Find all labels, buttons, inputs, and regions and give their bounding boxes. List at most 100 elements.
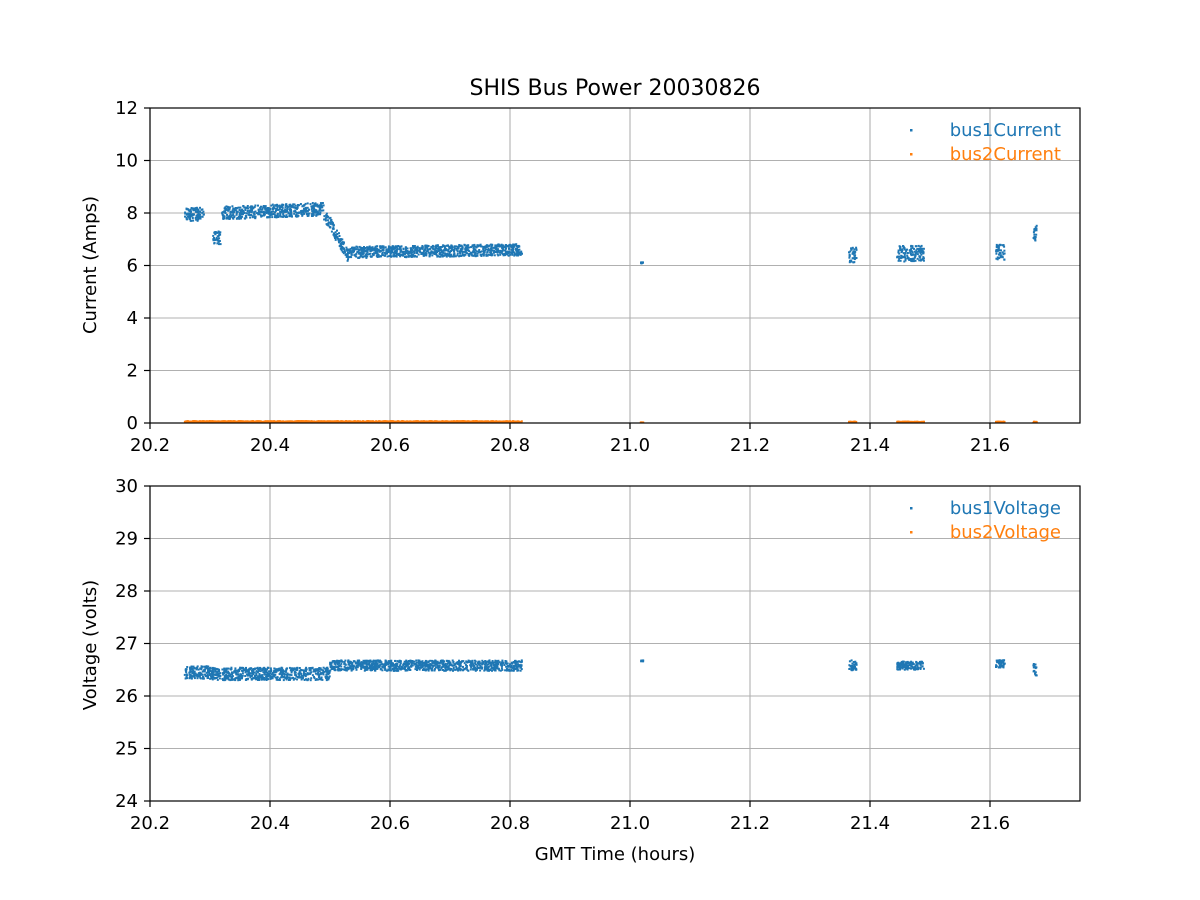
data-point: [458, 244, 461, 246]
data-point: [310, 205, 313, 208]
data-point: [474, 420, 477, 423]
data-point: [496, 251, 499, 254]
data-point: [315, 211, 318, 214]
data-point: [293, 203, 296, 206]
data-point: [513, 251, 516, 254]
data-point: [298, 670, 301, 673]
data-point: [232, 211, 235, 213]
data-point: [365, 253, 367, 256]
data-point: [235, 673, 238, 676]
data-point: [202, 210, 205, 213]
data-point: [897, 259, 900, 262]
data-point: [238, 216, 241, 219]
data-point: [442, 662, 445, 665]
data-point: [257, 669, 260, 672]
data-point: [305, 212, 308, 215]
data-point: [904, 420, 907, 423]
data-point: [340, 241, 343, 244]
data-point: [245, 666, 247, 669]
data-point: [191, 671, 194, 674]
data-point: [265, 670, 267, 673]
current-plot-area: [183, 202, 1038, 423]
data-point: [428, 252, 431, 255]
data-point: [240, 667, 243, 670]
data-point: [189, 674, 192, 677]
data-point: [374, 248, 377, 251]
data-point: [304, 202, 307, 205]
data-point: [269, 672, 272, 675]
data-point: [387, 245, 390, 248]
data-point: [191, 420, 194, 423]
data-point: [276, 203, 278, 206]
data-point: [297, 214, 300, 217]
data-point: [353, 247, 356, 250]
data-point: [189, 209, 192, 212]
data-point: [485, 253, 488, 256]
data-point: [281, 674, 284, 677]
data-point: [211, 668, 214, 671]
data-point: [920, 244, 923, 247]
data-point: [278, 679, 281, 681]
data-point: [452, 420, 455, 423]
data-point: [442, 421, 445, 423]
current-y-tick-label: 10: [115, 151, 138, 172]
data-point: [512, 248, 515, 251]
data-point: [345, 246, 348, 249]
data-point: [245, 216, 248, 219]
data-point: [342, 247, 345, 250]
data-point: [460, 244, 463, 247]
data-point: [303, 421, 306, 423]
data-point: [263, 211, 265, 214]
data-point: [371, 246, 374, 249]
data-point: [283, 210, 286, 213]
data-point: [303, 672, 305, 675]
data-point: [269, 667, 272, 670]
data-point: [402, 251, 404, 253]
data-point: [298, 204, 301, 207]
data-point: [449, 255, 452, 258]
data-point: [399, 254, 402, 257]
data-point: [310, 208, 313, 211]
data-point: [351, 661, 354, 664]
data-point: [262, 205, 265, 207]
data-point: [513, 421, 516, 423]
data-point: [267, 672, 270, 675]
data-point: [494, 421, 497, 423]
data-point: [232, 213, 235, 216]
data-point: [338, 235, 341, 237]
data-point: [218, 232, 221, 235]
data-point: [324, 219, 327, 222]
data-point: [282, 213, 285, 216]
data-point: [910, 421, 913, 423]
data-point: [266, 208, 269, 211]
data-point: [225, 208, 228, 210]
data-point: [999, 254, 1002, 257]
data-point: [338, 241, 340, 244]
data-point: [380, 255, 383, 258]
data-point: [456, 250, 459, 253]
data-point: [262, 206, 265, 209]
data-point: [231, 675, 234, 678]
data-point: [276, 420, 279, 423]
data-point: [405, 420, 408, 423]
data-point: [254, 210, 257, 213]
data-point: [378, 250, 381, 253]
data-point: [364, 255, 367, 258]
data-point: [366, 421, 369, 423]
data-point: [899, 420, 902, 423]
data-point: [216, 678, 219, 681]
data-point: [286, 215, 289, 218]
data-point: [262, 214, 265, 217]
data-point: [402, 248, 405, 251]
data-point: [275, 678, 278, 681]
data-point: [247, 671, 250, 674]
data-point: [389, 255, 392, 258]
data-point: [1001, 251, 1004, 254]
data-point: [436, 660, 439, 663]
data-point: [400, 245, 403, 248]
data-point: [405, 249, 407, 252]
data-point: [470, 252, 473, 255]
data-point: [849, 421, 852, 423]
data-point: [276, 212, 279, 215]
data-point: [361, 253, 364, 256]
